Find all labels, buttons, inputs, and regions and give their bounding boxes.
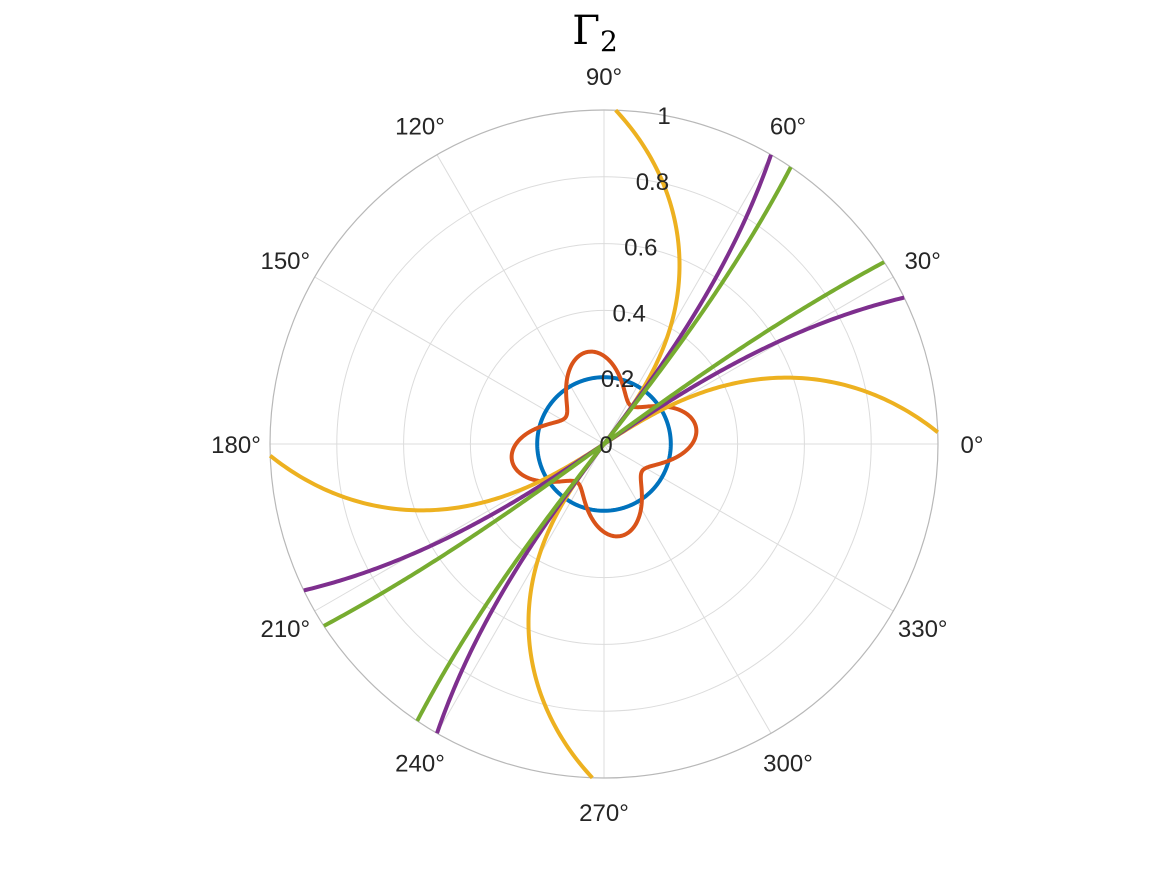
tick-labels: 0° 30° 60° 90° 120° 150° 180° 210° 240° 270° 300° 3… [211, 64, 983, 827]
r-tick-label: 0.4 [613, 300, 646, 327]
series-fan-lower [303, 442, 606, 734]
series-fan-upper [602, 166, 886, 446]
r-tick-label: 0 [599, 432, 612, 459]
chart-title-subscript: 2 [600, 25, 618, 58]
theta-tick-label: 240° [395, 751, 445, 778]
r-tick-label: 1 [657, 103, 670, 130]
theta-tick-label: 210° [260, 616, 310, 643]
theta-tick-label: 30° [905, 248, 941, 275]
series-fan-upper [602, 154, 905, 446]
theta-tick-label: 180° [211, 432, 261, 459]
radial-gridline [336, 176, 872, 712]
r-tick-label: 0.8 [636, 169, 669, 196]
series-layer [268, 108, 940, 780]
chart-title: Γ2 [572, 8, 618, 58]
series-fan-lower [322, 442, 606, 722]
radial-gridline [469, 309, 739, 579]
r-tick-label: 0.6 [624, 235, 657, 262]
series-circle [535, 375, 673, 513]
theta-tick-label: 120° [395, 113, 445, 140]
polar-frame [269, 109, 939, 779]
theta-tick-label: 270° [579, 800, 629, 827]
r-tick-label: 0.2 [601, 366, 634, 393]
theta-tick-label: 150° [260, 248, 310, 275]
series-rose [509, 349, 699, 539]
theta-tick-label: 60° [770, 113, 806, 140]
theta-tick-label: 330° [898, 616, 948, 643]
radial-gridline [403, 243, 805, 645]
theta-tick-label: 90° [586, 64, 622, 91]
theta-tick-label: 0° [961, 432, 984, 459]
chart-title-main: Γ [572, 8, 600, 54]
theta-tick-label: 300° [763, 751, 813, 778]
